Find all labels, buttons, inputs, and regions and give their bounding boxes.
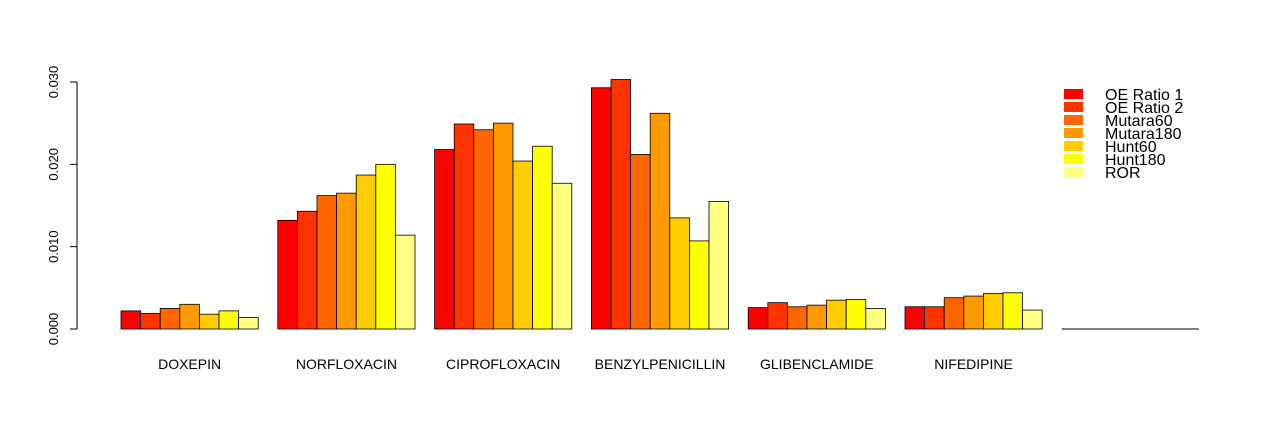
bar <box>1022 309 1043 330</box>
bar <box>120 310 142 330</box>
legend: OE Ratio 1OE Ratio 2Mutara60Mutara180Hun… <box>1064 87 1183 182</box>
bar <box>375 163 396 330</box>
y-tick-label: 0.010 <box>46 230 61 263</box>
bar <box>277 219 298 330</box>
bar <box>806 304 828 330</box>
legend-swatch <box>1064 115 1083 125</box>
legend-swatch <box>1064 154 1083 164</box>
bar <box>473 129 494 330</box>
bar <box>845 298 867 330</box>
legend-label: Mutara60 <box>1105 113 1173 130</box>
bar <box>787 306 808 330</box>
bar <box>591 87 612 330</box>
y-tick-label: 0.020 <box>46 148 61 181</box>
legend-label: ROR <box>1105 165 1141 182</box>
bar <box>826 299 847 330</box>
bar <box>336 192 357 330</box>
bar <box>140 312 161 330</box>
bar <box>218 310 240 330</box>
bar <box>179 303 200 330</box>
bar <box>943 297 965 330</box>
bar <box>983 293 1004 330</box>
bar <box>512 160 534 330</box>
category-label: GLIBENCLAMIDE <box>760 356 874 372</box>
bar <box>316 195 338 330</box>
bar <box>924 306 945 330</box>
bar <box>355 174 377 330</box>
bar <box>904 306 926 330</box>
legend-swatch <box>1064 167 1083 177</box>
category-label: BENZYLPENICILLIN <box>595 356 726 372</box>
bar <box>649 112 671 330</box>
bar <box>296 210 318 330</box>
category-label: NORFLOXACIN <box>296 356 397 372</box>
bar <box>865 308 886 330</box>
bar <box>551 182 573 330</box>
legend-label: Hunt180 <box>1105 152 1166 169</box>
bar <box>767 302 788 330</box>
bar <box>610 79 632 330</box>
bar <box>669 217 690 330</box>
y-tick-label: 0.030 <box>46 66 61 99</box>
legend-label: Mutara180 <box>1105 126 1182 143</box>
category-label: CIPROFLOXACIN <box>446 356 560 372</box>
category-labels: DOXEPIN NORFLOXACIN CIPROFLOXACIN BENZYLPEN… <box>158 356 1013 372</box>
legend-swatch <box>1064 89 1083 99</box>
legend-swatch <box>1064 128 1083 138</box>
category-label: NIFEDIPINE <box>934 356 1013 372</box>
y-axis: 0.000 0.010 0.020 0.030 <box>46 66 78 346</box>
bar <box>492 122 514 330</box>
legend-label: OE Ratio 1 <box>1105 87 1183 104</box>
bar <box>689 240 710 330</box>
bar <box>532 145 553 330</box>
y-tick-label: 0.000 <box>46 313 61 346</box>
legend-swatch <box>1064 102 1083 112</box>
legend-label: Hunt60 <box>1105 139 1157 156</box>
bars <box>120 79 1043 330</box>
legend-swatch <box>1064 141 1083 151</box>
legend-label: OE Ratio 2 <box>1105 100 1183 117</box>
category-label: DOXEPIN <box>158 356 221 372</box>
bar <box>434 149 455 330</box>
bar <box>747 307 769 330</box>
bar <box>963 295 984 330</box>
bar <box>708 200 730 330</box>
bar <box>453 123 475 330</box>
bar <box>238 317 259 330</box>
bar <box>159 308 181 330</box>
bar <box>1002 292 1024 330</box>
bar <box>630 154 651 330</box>
bar <box>198 313 220 330</box>
bar <box>394 234 416 330</box>
